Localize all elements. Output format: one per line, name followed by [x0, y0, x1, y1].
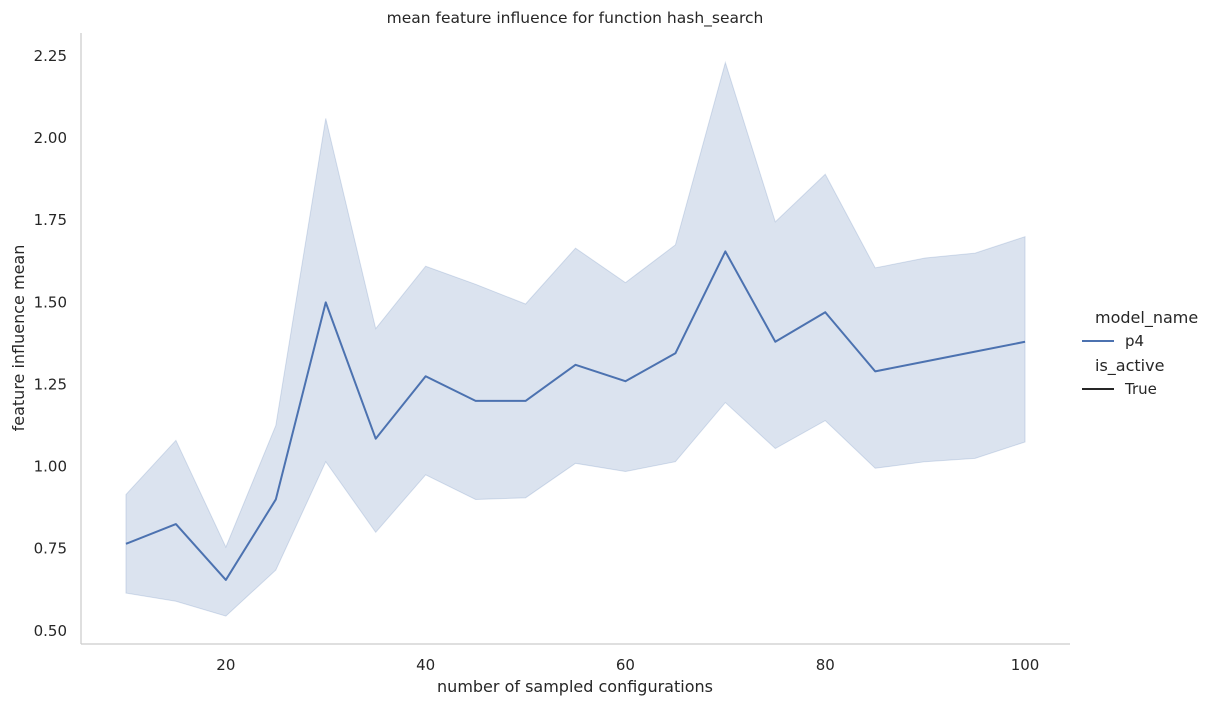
x-tick-label: 60: [616, 656, 635, 674]
legend: model_name p4 is_active True: [1082, 308, 1198, 398]
plot-area: [125, 60, 1026, 617]
x-tick-label: 20: [216, 656, 235, 674]
y-tick-label: 1.50: [34, 293, 67, 311]
legend-style-title: is_active: [1095, 356, 1164, 376]
chart-title: mean feature influence for function hash…: [387, 9, 764, 28]
legend-hue-title: model_name: [1095, 308, 1198, 328]
x-tick-label: 100: [1011, 656, 1040, 674]
y-tick-label: 1.75: [34, 211, 67, 229]
y-axis-label: feature influence mean: [9, 245, 28, 432]
x-tick-label: 80: [816, 656, 835, 674]
y-tick-label: 1.00: [34, 458, 67, 476]
x-tick-labels: 20 40 60 80 100: [216, 656, 1039, 674]
x-tick-label: 40: [416, 656, 435, 674]
y-tick-label: 2.00: [34, 129, 67, 147]
y-tick-label: 0.75: [34, 540, 67, 558]
y-tick-labels: 0.50 0.75 1.00 1.25 1.50 1.75 2.00 2.25: [34, 47, 67, 640]
x-axis-label: number of sampled configurations: [437, 677, 713, 696]
confidence-band-p4: [125, 60, 1026, 617]
y-tick-label: 0.50: [34, 622, 67, 640]
legend-label-p4: p4: [1125, 332, 1144, 350]
y-tick-label: 2.25: [34, 47, 67, 65]
legend-label-true: True: [1124, 380, 1157, 398]
y-tick-label: 1.25: [34, 375, 67, 393]
series-line-p4: [125, 250, 1026, 581]
